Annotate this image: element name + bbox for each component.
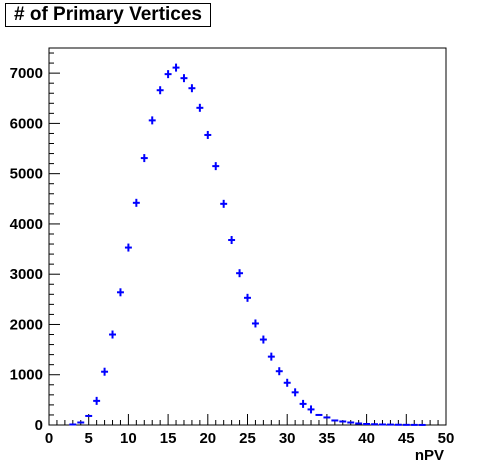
- data-point: [251, 319, 259, 328]
- data-point: [275, 367, 283, 376]
- data-point: [101, 367, 109, 376]
- data-point: [156, 86, 164, 95]
- data-point: [283, 378, 291, 387]
- y-tick-label: 0: [35, 417, 43, 434]
- axis-ticks: [48, 52, 447, 426]
- x-tick-label: 25: [239, 430, 256, 447]
- data-point: [172, 63, 180, 72]
- x-tick-label: 20: [199, 430, 216, 447]
- x-tick-label: 35: [319, 430, 336, 447]
- y-tick-label: 6000: [10, 115, 43, 132]
- data-point: [259, 335, 267, 344]
- x-tick-label: 10: [120, 430, 137, 447]
- x-tick-label: 45: [398, 430, 415, 447]
- data-point: [196, 103, 204, 112]
- y-tick-label: 4000: [10, 216, 43, 233]
- x-axis-label: nPV: [415, 447, 444, 464]
- data-point: [236, 269, 244, 278]
- chart-title: # of Primary Vertices: [14, 4, 202, 25]
- x-tick-label: 30: [279, 430, 296, 447]
- data-point: [307, 405, 315, 414]
- data-point: [164, 70, 172, 79]
- tick-labels: 0 5 10 15 20 25 30 35 40 45 50 0 1000 2000 3000 4000 500…: [10, 65, 455, 447]
- data-point: [116, 288, 124, 297]
- y-tick-label: 2000: [10, 316, 43, 333]
- data-point: [291, 388, 299, 397]
- data-point: [148, 116, 156, 125]
- x-tick-label: 40: [358, 430, 375, 447]
- data-point: [124, 243, 132, 252]
- data-point: [204, 130, 212, 139]
- x-tick-label: 0: [45, 430, 53, 447]
- data-markers: [69, 63, 426, 426]
- y-tick-label: 1000: [10, 367, 43, 384]
- data-point: [140, 154, 148, 163]
- data-point: [299, 399, 307, 408]
- y-tick-label: 3000: [10, 266, 43, 283]
- data-point: [93, 396, 101, 405]
- data-point: [132, 198, 140, 207]
- data-point: [244, 293, 251, 302]
- plot-frame: [48, 47, 447, 426]
- data-point: [212, 162, 220, 171]
- data-point: [188, 84, 196, 93]
- data-point: [180, 74, 188, 83]
- x-tick-label: 15: [160, 430, 177, 447]
- x-tick-label: 5: [85, 430, 93, 447]
- data-point: [267, 352, 275, 361]
- data-point: [109, 330, 116, 339]
- chart-title-box: # of Primary Vertices: [5, 3, 211, 27]
- y-tick-label: 5000: [10, 166, 43, 183]
- y-tick-label: 7000: [10, 65, 43, 82]
- data-point: [228, 236, 236, 245]
- x-tick-label: 50: [438, 430, 455, 447]
- data-point: [220, 199, 228, 208]
